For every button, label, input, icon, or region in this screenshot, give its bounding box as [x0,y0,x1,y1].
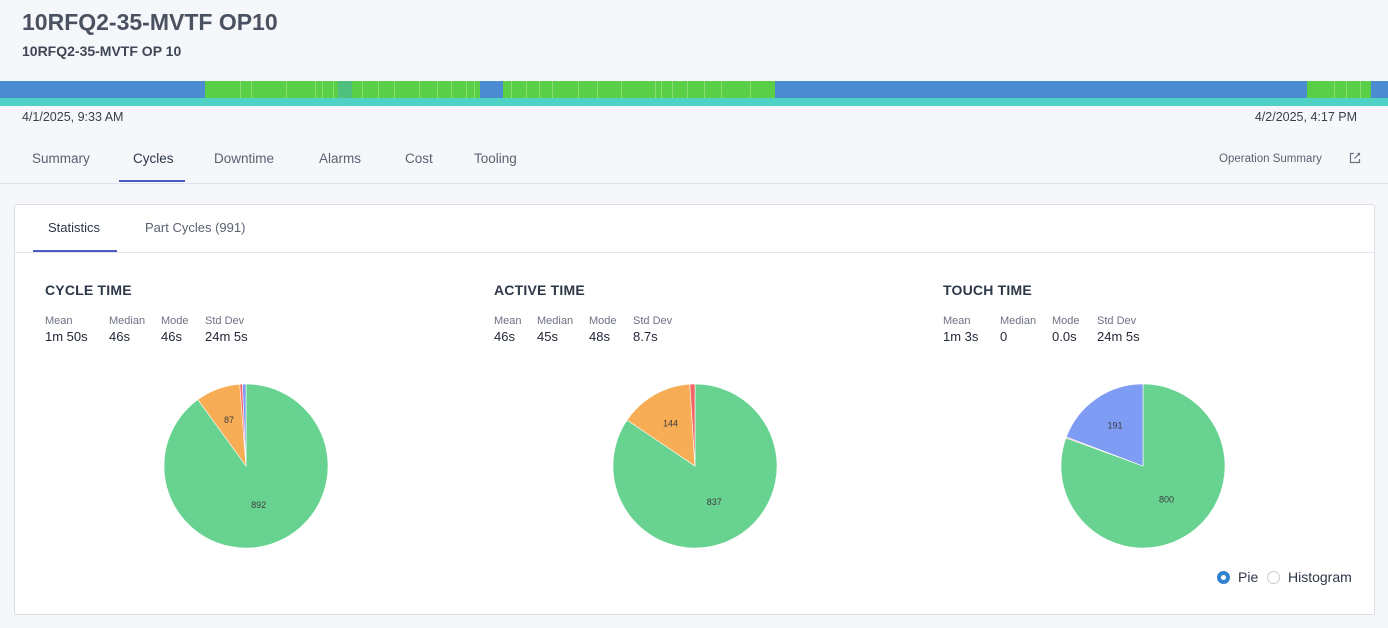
timeline-end-time: 4/2/2025, 4:17 PM [1254,110,1357,124]
pie-slice-label: 837 [707,497,722,507]
pie-slice[interactable] [689,383,696,467]
pie-slice-label: 191 [1108,421,1123,431]
tab-downtime[interactable]: Downtime [214,151,275,166]
tab-cycles[interactable]: Cycles [133,151,174,166]
pie-slice[interactable] [1060,383,1226,549]
radio-unchecked-icon [1267,570,1280,584]
stat-mean: Mean 1m 3s [943,315,979,344]
timeline-running-segment [205,81,338,98]
active-subtab-indicator [33,250,117,252]
stat-mean: Mean 46s [494,315,522,344]
timeline-running-segment [338,81,352,98]
page-title: 10RFQ2-35-MVTF OP10 [22,9,278,35]
tab-alarms[interactable]: Alarms [319,151,362,166]
page-subtitle: 10RFQ2-35-MVTF OP 10 [22,43,182,59]
pie-slice[interactable] [1065,383,1144,467]
timeline-start-time: 4/1/2025, 9:33 AM [22,110,124,124]
stat-median: Median 0 [1000,315,1037,344]
touch-time-pie-chart[interactable]: 800 191 [1059,382,1227,550]
subtab-statistics[interactable]: Statistics [48,220,101,235]
stat-median: Median 45s [537,315,574,344]
tab-tooling[interactable]: Tooling [474,151,517,166]
stat-mode: Mode 48s [589,315,617,344]
panel-title: TOUCH TIME [943,282,1032,298]
histogram-radio[interactable]: Histogram [1267,569,1352,585]
stat-median: Median 46s [109,315,146,344]
stat-mode: Mode 46s [161,315,189,344]
timeline-running-segment [503,81,775,98]
tab-cost[interactable]: Cost [405,151,433,166]
pie-slice[interactable] [242,383,247,467]
sub-tabs: Statistics Part Cycles (991) [15,205,1374,253]
cycle-time-panel: CYCLE TIME Mean 1m 50s Median 46s Mode 4… [45,282,465,552]
main-tabs: Summary Cycles Downtime Alarms Cost Tool… [0,137,1388,184]
edit-icon[interactable] [1348,151,1362,165]
pie-slice-label: 87 [224,415,234,425]
pie-slice-label: 800 [1159,495,1174,505]
timeline-running-segment [1307,81,1371,98]
subtab-part-cycles[interactable]: Part Cycles (991) [145,220,246,235]
pie-radio[interactable]: Pie [1217,569,1258,585]
stat-std-dev: Std Dev 8.7s [633,315,673,344]
stat-mode: Mode 0.0s [1052,315,1080,344]
radio-checked-icon [1217,570,1230,584]
stat-mean: Mean 1m 50s [45,315,88,344]
pie-slice[interactable] [626,383,696,467]
active-tab-indicator [119,180,185,182]
tab-summary[interactable]: Summary [32,151,90,166]
touch-time-panel: TOUCH TIME Mean 1m 3s Median 0 Mode 0.0s… [943,282,1363,552]
timeline-running-segment [352,81,480,98]
stat-std-dev: Std Dev 24m 5s [1097,315,1140,344]
pie-slice-label: 144 [663,418,678,428]
stat-std-dev: Std Dev 24m 5s [205,315,248,344]
pie-slice-label: 892 [251,500,266,510]
operation-summary-link[interactable]: Operation Summary [1219,153,1322,165]
cycle-time-pie-chart[interactable]: 892 87 [162,382,330,550]
active-time-panel: ACTIVE TIME Mean 46s Median 45s Mode 48s… [494,282,914,552]
panel-title: ACTIVE TIME [494,282,585,298]
panel-title: CYCLE TIME [45,282,132,298]
active-time-pie-chart[interactable]: 837 144 [611,382,779,550]
status-timeline[interactable] [0,81,1388,98]
statistics-card: Statistics Part Cycles (991) CYCLE TIME … [14,204,1375,615]
timeline-baseline [0,98,1388,106]
